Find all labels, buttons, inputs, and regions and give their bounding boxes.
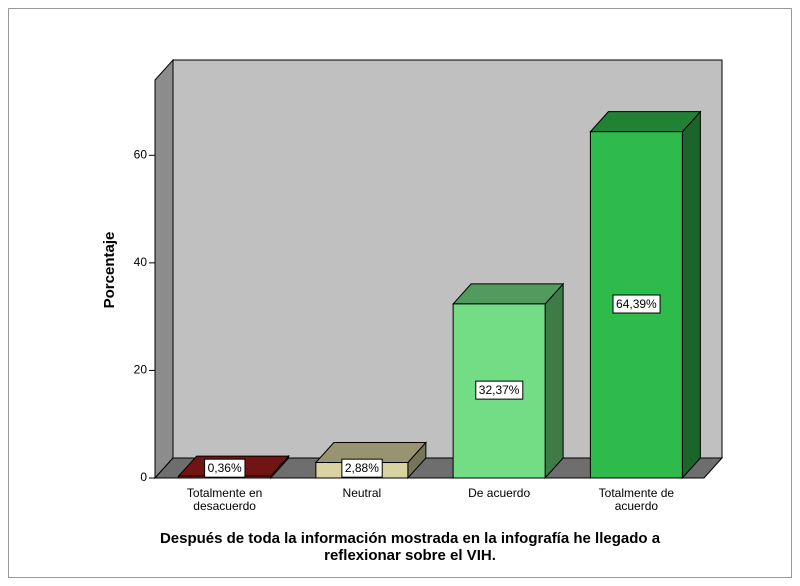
data-label: 64,39% [616,297,657,311]
x-tick-label: De acuerdo [468,486,531,500]
data-label-box [204,458,246,478]
y-tick-label: 0 [140,470,147,484]
side-wall [154,58,174,480]
x-tick-label: Neutral [342,486,382,500]
y-tick-label: 60 [134,147,148,161]
x-tick-label: Totalmente de acuerdo [598,486,675,513]
data-label: 0,36% [208,461,242,475]
data-label-box [475,380,524,400]
y-tick-label: 20 [134,363,148,377]
bar-side [544,282,564,480]
data-label-box [341,458,383,478]
data-label: 2,88% [345,461,379,475]
bar-top [452,283,565,305]
y-tick-label: 40 [134,255,148,269]
data-label-box [612,294,661,314]
data-label: 32,37% [479,383,520,397]
x-tick-label: Totalmente en desacuerdo [186,486,263,513]
bar-side [681,110,701,480]
x-axis-title: Después de toda la información mostrada … [159,530,661,564]
y-axis-title: Porcentaje [101,232,118,309]
bar-top [589,111,702,133]
